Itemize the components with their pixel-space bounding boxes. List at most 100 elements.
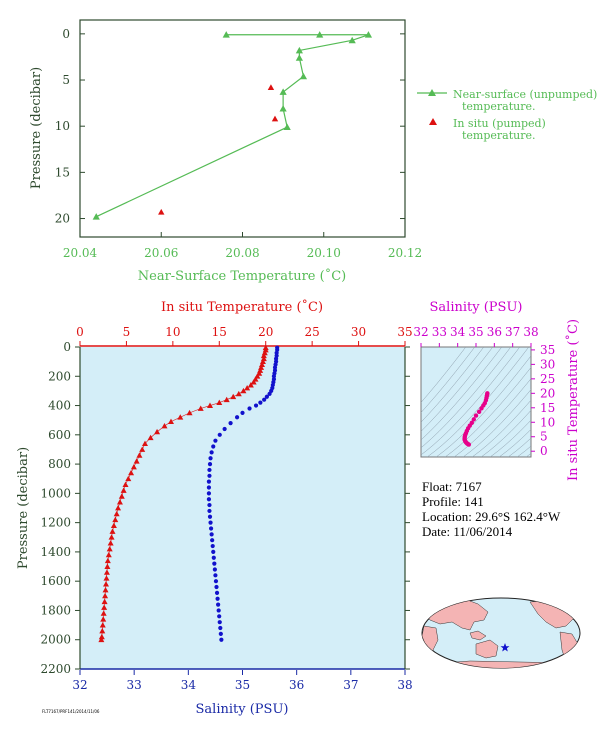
salinity-tick-label: 36 [289,678,304,692]
profile-y-axis-label: Pressure (decibar) [16,447,31,569]
salinity-point [211,444,216,449]
ts-salinity-tick-label: 35 [468,325,483,339]
density-contour [421,347,521,456]
pressure-tick-label: 1000 [40,486,71,500]
near-surface-chart: 20.04 20.06 20.08 20.10 20.12 0 5 10 15 20 Near-… [29,19,597,284]
density-contour [421,347,485,423]
ts-temperature-tick-label: 5 [540,430,548,444]
temperature-point [100,616,107,622]
temperature-tick-label: 30 [351,325,366,339]
near-surface-point [222,31,230,38]
legend-label-near-surface-1: Near-surface (unpumped) [453,88,597,101]
ts-salinity-tick-label: 37 [505,325,520,339]
pressure-tick-label: 200 [48,369,71,383]
near-surface-y-tick-label: 20 [55,212,70,226]
near-surface-x-tick-label: 20.12 [388,246,422,260]
temperature-point [147,434,154,441]
salinity-point [219,637,224,642]
temperature-point [109,528,116,534]
near-surface-x-tick-label: 20.04 [63,246,98,260]
temperature-point [110,522,117,528]
pressure-tick-label: 2000 [40,633,71,647]
salinity-point [207,514,213,519]
ts-temperature-tick-label: 15 [540,401,555,415]
temperature-point [207,402,213,408]
temperature-point [112,516,119,523]
salinity-point [264,394,269,399]
temperature-point [118,493,125,499]
temperature-point [250,379,257,385]
salinity-point [258,400,263,405]
legend-marker-near-surface [428,89,436,96]
temperature-point [125,475,132,482]
ts-series [462,391,490,447]
temperature-point [106,545,113,552]
float-location: Location: 29.6°S 162.4°W [422,509,561,524]
temperature-point [186,409,193,416]
density-contour [480,409,531,457]
temperature-tick-label: 15 [212,325,227,339]
ts-point [471,417,476,422]
salinity-point [271,374,277,379]
salinity-point [209,450,214,455]
legend-label-insitu-1: In situ (pumped) [453,117,546,130]
salinity-point [218,625,223,631]
temperature-point [100,610,107,616]
temperature-point [98,633,105,640]
temperature-tick-label: 20 [258,325,273,339]
file-identifier: FLT7167/PRF141/2014/11/06 [42,709,100,714]
salinity-point [253,403,259,408]
near-surface-point [92,213,100,220]
near-surface-x-tick-label: 20.10 [307,246,341,260]
salinity-point [211,555,216,560]
antarctica-landmass [429,660,573,668]
salinity-point [216,602,221,607]
density-contour [421,347,476,413]
salinity-point [206,485,212,490]
salinity-point [222,426,227,432]
salinity-point [206,497,212,502]
near-surface-point [279,88,287,95]
temperature-point [108,534,115,540]
salinity-point [247,406,252,411]
salinity-point [212,561,217,566]
salinity-tick-label: 32 [72,678,87,692]
salinity-point [228,421,233,426]
near-surface-series [92,31,373,220]
near-surface-x-tick-label: 20.06 [144,246,178,260]
near-surface-legend: Near-surface (unpumped) temperature. In … [417,88,597,142]
density-contour [421,347,494,432]
profile-date: Date: 11/06/2014 [422,524,513,539]
near-surface-point [364,31,373,38]
australia-landmass [475,639,499,659]
near-surface-point [295,54,303,61]
temperature-point [142,440,148,446]
density-contour [453,378,531,457]
salinity-point [211,549,216,555]
float-location-marker [500,643,510,652]
insitu-pumped-point [158,208,165,215]
salinity-tick-label: 38 [397,678,412,692]
ts-salinity-tick-label: 34 [450,325,466,339]
world-map [421,597,581,669]
pressure-tick-label: 1200 [40,516,71,530]
temperature-point [161,423,168,429]
near-surface-point [348,36,356,44]
density-contour [444,366,531,457]
indonesia-landmass [469,630,487,641]
ts-salinity-tick-label: 36 [487,325,502,339]
pressure-tick-label: 0 [63,340,71,354]
temperature-point [116,499,123,505]
salinity-point [206,491,212,496]
ts-salinity-tick-label: 38 [523,325,538,339]
ts-temperature-tick-label: 35 [540,343,555,357]
salinity-point [214,584,219,590]
temperature-point [260,352,267,359]
near-surface-point [279,105,287,112]
salinity-point [262,397,267,402]
temperature-point [235,390,242,397]
near-surface-y-tick-label: 5 [62,73,70,87]
ts-temperature-tick-label: 30 [540,357,555,371]
salinity-point [207,502,212,508]
